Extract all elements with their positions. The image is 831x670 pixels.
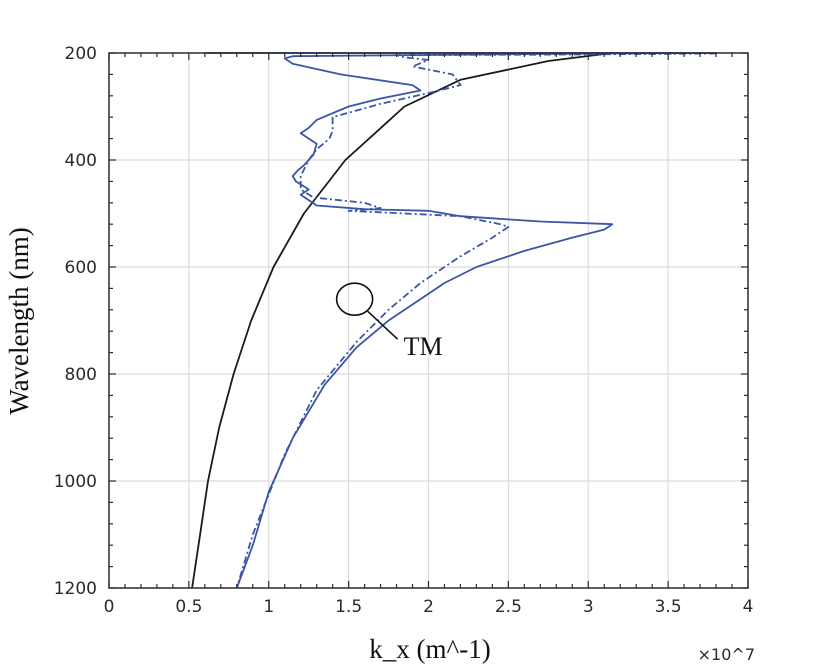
x-axis-multiplier: ×10^7 (698, 645, 755, 664)
x-tick-label: 2.5 (495, 597, 522, 617)
x-axis-label: k_x (m^-1) (369, 634, 490, 664)
x-tick-label: 3 (583, 597, 594, 617)
y-tick-label: 200 (65, 44, 97, 64)
x-tick-label: 2 (423, 597, 434, 617)
series-line-1 (191, 52, 613, 589)
x-tick-label: 3.5 (655, 597, 682, 617)
series-line-3 (235, 52, 717, 589)
x-tick-label: 0.5 (175, 597, 202, 617)
y-axis-label: Wavelength (nm) (4, 227, 34, 415)
y-tick-label: 1000 (54, 472, 97, 492)
series-layer (191, 52, 717, 589)
annotation-label: TM (404, 332, 443, 361)
series-line-2 (204, 52, 717, 589)
grid-lines (109, 53, 748, 588)
labels: Wavelength (nm) k_x (m^-1) ×10^7 0 0.5 1 1.… (4, 44, 755, 664)
annotation-ellipse (335, 282, 374, 316)
x-tick-label: 0 (104, 597, 115, 617)
y-tick-label: 1200 (54, 579, 97, 599)
annotation-layer: TM (335, 282, 443, 361)
x-tick-label: 1.5 (335, 597, 362, 617)
annotation-leader-line (367, 310, 399, 340)
x-tick-label: 4 (743, 597, 754, 617)
x-tick-label: 1 (263, 597, 274, 617)
y-tick-label: 600 (65, 258, 97, 278)
y-tick-label: 400 (65, 151, 97, 171)
axes (108, 52, 749, 589)
y-tick-label: 800 (65, 365, 97, 385)
